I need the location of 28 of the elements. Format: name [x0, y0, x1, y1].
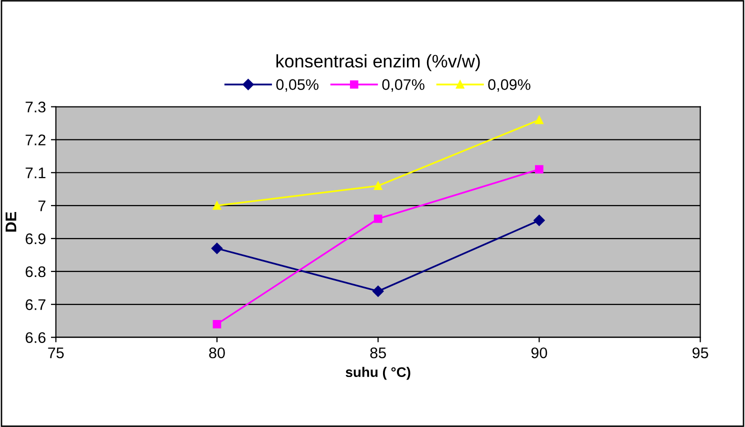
legend-label: 0,07% — [382, 79, 424, 92]
point — [212, 201, 222, 210]
y-axis-title: DE — [6, 212, 16, 232]
x-tick-label: 80 — [209, 347, 225, 358]
x-tick-label: 75 — [48, 348, 64, 358]
x-axis-title: suhu ( °C) — [346, 366, 410, 380]
point — [534, 214, 545, 226]
y-tick-label: 7.1 — [26, 168, 46, 178]
point — [372, 286, 384, 297]
point — [211, 242, 223, 254]
point — [535, 165, 544, 174]
legend-label: 0,09% — [488, 79, 530, 92]
point — [374, 182, 382, 190]
y-tick-label: 6.8 — [26, 266, 46, 278]
y-tick-label: 6.6 — [26, 332, 46, 344]
y-tick-label: 7 — [38, 200, 46, 212]
x-tick-label: 85 — [370, 347, 386, 358]
legend-title: konsentrasi enzim (%v/w) — [276, 54, 480, 72]
y-tick-label: 6.9 — [26, 233, 46, 244]
y-tick-label: 6.7 — [26, 299, 46, 310]
point — [374, 214, 382, 223]
x-tick-label: 95 — [692, 347, 708, 358]
point — [212, 320, 222, 328]
point — [535, 116, 544, 124]
y-tick-label: 7.3 — [26, 102, 46, 112]
y-tick-label: 7.2 — [26, 134, 46, 146]
legend-label: 0,05% — [276, 79, 318, 92]
x-tick-label: 90 — [531, 347, 548, 358]
